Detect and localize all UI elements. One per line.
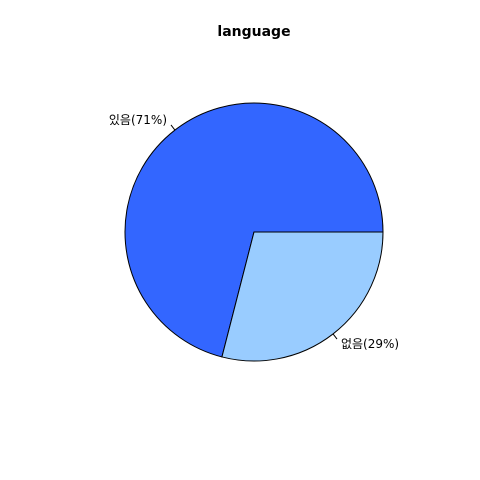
pie-slice-2 — [221, 231, 384, 362]
label-tick-1 — [170, 124, 176, 131]
slice-label-1: 있음(71%) — [109, 113, 167, 127]
chart-title: language — [217, 24, 290, 40]
label-tick-2 — [332, 333, 338, 340]
pie-slice-1 — [124, 102, 384, 358]
pie-slices — [124, 102, 384, 362]
slice-label-2: 없음(29%) — [341, 337, 399, 351]
slice-labels: 있음(71%) 없음(29%) — [109, 113, 399, 351]
